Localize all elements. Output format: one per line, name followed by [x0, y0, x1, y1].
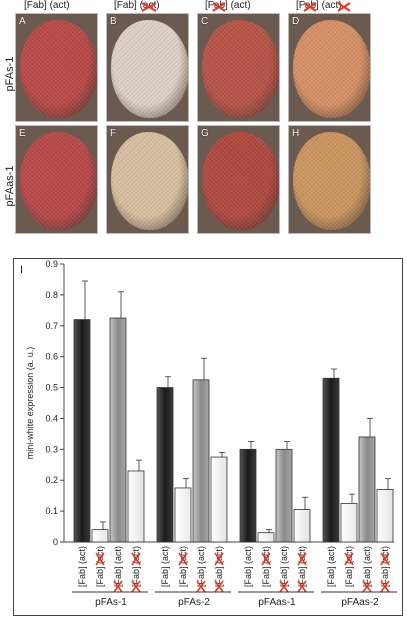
bar-label: [Fab] (act) [113, 546, 123, 587]
bar-chart: I 0 0.1 0.2 0.3 0.4 0.5 0.6 0.7 0.8 0.9 mini-white … [20, 259, 397, 608]
bar-pFAas-1-1 [239, 448, 257, 543]
bar-label: [Fab] (act) [261, 546, 271, 587]
y-tick-label: 0.7 [45, 321, 58, 331]
bar-label: [Fab] (act) [380, 546, 390, 587]
y-axis-label: mini-white expression (a. u.) [25, 347, 35, 460]
panel-letter: I [20, 264, 23, 276]
bar-pFAs-1-1 [73, 319, 91, 543]
eye-image [20, 20, 97, 118]
bar-label: [Fab] (act) [214, 546, 224, 587]
eye-image [293, 132, 370, 230]
y-tick-label: 0.1 [45, 506, 58, 516]
bar-pFAas-1-2 [257, 532, 275, 543]
eye-photo-panel-a: A [15, 13, 98, 122]
eye-photo-panel-f: F [106, 125, 189, 234]
cross-mark-icon [380, 552, 390, 566]
group-label: pFAs-2 [178, 597, 210, 608]
cross-mark-icon [178, 552, 188, 566]
bar-label: [Fab] (act) [344, 546, 354, 587]
panel-letter: D [292, 16, 300, 27]
column-title-1: [Fab] (act) [24, 0, 70, 11]
cross-mark-icon [344, 552, 354, 566]
bar-pFAas-2-4 [376, 489, 394, 543]
y-tick-label: 0 [53, 537, 58, 547]
cross-mark-icon [113, 580, 123, 593]
eye-photo-panel-h: H [288, 125, 371, 234]
eye-photo-panel-g: G [197, 125, 280, 234]
panel-letter: B [110, 16, 117, 27]
column-title-2: [Fab] (act) [114, 0, 160, 12]
bar-pFAas-2-2 [340, 502, 358, 543]
bar-pFAas-1-3 [275, 448, 293, 543]
eye-photo-panel-b: B [106, 13, 189, 122]
cross-mark-icon [214, 552, 224, 566]
cross-mark-icon [212, 2, 226, 12]
panel-letter: G [201, 128, 209, 139]
bar-pFAs-1-2 [91, 529, 109, 543]
eye-image [202, 132, 279, 230]
eye-image [111, 20, 188, 118]
bar-pFAs-2-3 [192, 379, 210, 543]
eye-image [202, 20, 279, 118]
y-tick-label: 0.5 [45, 383, 58, 393]
group-label: pFAas-2 [341, 597, 379, 608]
panel-letter: A [19, 16, 26, 27]
eye-photo-panel-e: E [15, 125, 98, 234]
cross-mark-icon [131, 580, 141, 593]
bar-pFAs-2-2 [174, 487, 192, 543]
bar-label: [Fab] (act) [326, 546, 336, 587]
panel-letter: F [110, 128, 117, 139]
panel-letter: H [292, 128, 300, 139]
bar-pFAas-2-1 [322, 377, 340, 543]
cross-mark-icon [261, 552, 271, 566]
bar-label: [Fab] (act) [95, 546, 105, 587]
y-tick-label: 0.3 [45, 444, 58, 454]
y-tick-label: 0.2 [45, 475, 58, 485]
bar-label: [Fab] (act) [178, 546, 188, 587]
bar-label: [Fab] (act) [362, 546, 372, 587]
bar-label: [Fab] (act) [279, 546, 289, 587]
eye-image [111, 132, 188, 230]
eye-image [293, 20, 370, 118]
cross-mark-icon [131, 552, 141, 566]
cross-mark-icon [362, 580, 372, 593]
bar-pFAs-2-4 [210, 456, 228, 543]
cross-mark-icon [196, 580, 206, 593]
eye-photo-panel-d: D [288, 13, 371, 122]
bar-pFAs-2-1 [156, 387, 174, 543]
bar-label: [Fab] (act) [196, 546, 206, 587]
y-tick-label: 0.9 [45, 259, 58, 269]
bar-pFAs-1-3 [109, 317, 127, 543]
group-label: pFAas-1 [258, 597, 296, 608]
y-tick-label: 0.4 [45, 413, 58, 423]
bar-label: [Fab] (act) [243, 546, 253, 587]
bar-pFAas-2-3 [358, 436, 376, 543]
group-label: pFAs-1 [95, 597, 127, 608]
bar-chart-panel: I 0 0.1 0.2 0.3 0.4 0.5 0.6 0.7 0.8 0.9 mini-white … [13, 258, 403, 616]
bar-label: [Fab] (act) [297, 546, 307, 587]
eye-image [20, 132, 97, 230]
column-title-3: [Fab] (act) [205, 0, 251, 12]
cross-mark-icon [337, 2, 351, 12]
panel-letter: E [19, 128, 26, 139]
cross-mark-icon [303, 2, 317, 12]
bar-label: [Fab] (act) [131, 546, 141, 587]
cross-mark-icon [214, 580, 224, 593]
cross-mark-icon [297, 552, 307, 566]
panel-letter: C [201, 16, 209, 27]
cross-mark-icon [279, 580, 289, 593]
bar-label: [Fab] (act) [160, 546, 170, 587]
cross-mark-icon [95, 552, 105, 566]
bar-label: [Fab] (act) [77, 546, 87, 587]
bar-pFAas-1-4 [293, 509, 311, 543]
cross-mark-icon [141, 2, 157, 12]
column-title-4: [Fab] (act) [296, 0, 351, 12]
y-tick-label: 0.8 [45, 290, 58, 300]
eye-photo-panel-c: C [197, 13, 280, 122]
cross-mark-icon [380, 580, 390, 593]
bar-pFAs-1-4 [127, 470, 145, 543]
y-tick-label: 0.6 [45, 352, 58, 362]
cross-mark-icon [297, 580, 307, 593]
